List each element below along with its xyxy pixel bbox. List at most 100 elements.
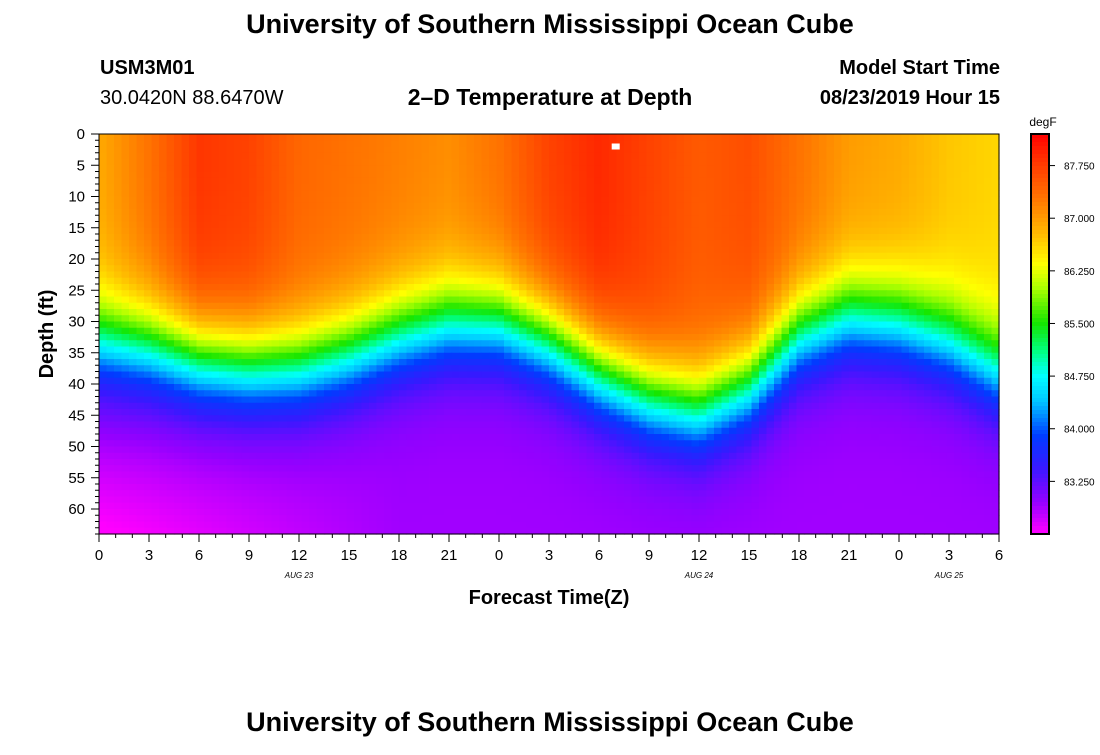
- heatmap-cell: [654, 359, 663, 366]
- heatmap-cell: [991, 252, 1000, 260]
- heatmap-cell: [444, 327, 453, 335]
- heatmap-cell: [541, 315, 550, 323]
- heatmap-cell: [316, 134, 325, 141]
- heatmap-cell: [909, 246, 918, 254]
- heatmap-cell: [166, 377, 175, 385]
- heatmap-cell: [451, 296, 460, 304]
- heatmap-cell: [406, 240, 415, 248]
- heatmap-cell: [444, 296, 453, 304]
- heatmap-cell: [706, 215, 715, 223]
- heatmap-cell: [211, 352, 220, 360]
- heatmap-cell: [841, 140, 850, 148]
- heatmap-cell: [699, 146, 708, 154]
- heatmap-cell: [819, 177, 828, 185]
- heatmap-cell: [511, 290, 520, 298]
- heatmap-cell: [174, 302, 183, 310]
- heatmap-cell: [594, 221, 603, 229]
- heatmap-cell: [391, 215, 400, 223]
- heatmap-cell: [676, 190, 685, 198]
- heatmap-cell: [729, 284, 738, 291]
- heatmap-cell: [819, 384, 828, 391]
- heatmap-cell: [534, 165, 543, 173]
- heatmap-cell: [879, 202, 888, 210]
- heatmap-cell: [556, 327, 565, 335]
- heatmap-cell: [136, 215, 145, 223]
- heatmap-cell: [946, 271, 955, 279]
- heatmap-cell: [729, 234, 738, 241]
- heatmap-cell: [691, 321, 700, 329]
- heatmap-cell: [159, 277, 168, 285]
- heatmap-cell: [909, 152, 918, 160]
- heatmap-cell: [534, 321, 543, 329]
- heatmap-cell: [526, 165, 535, 173]
- heatmap-cell: [684, 165, 693, 173]
- heatmap-cell: [226, 334, 235, 341]
- heatmap-cell: [759, 146, 768, 154]
- heatmap-cell: [819, 277, 828, 285]
- heatmap-cell: [294, 334, 303, 341]
- heatmap-cell: [519, 346, 528, 354]
- heatmap-cell: [271, 165, 280, 173]
- heatmap-cell: [151, 177, 160, 185]
- heatmap-cell: [864, 259, 873, 266]
- heatmap-cell: [684, 152, 693, 160]
- heatmap-cell: [166, 384, 175, 391]
- heatmap-cell: [286, 221, 295, 229]
- heatmap-cell: [751, 309, 760, 316]
- heatmap-cell: [331, 227, 340, 235]
- heatmap-cell: [976, 365, 985, 373]
- heatmap-cell: [819, 215, 828, 223]
- heatmap-cell: [391, 315, 400, 323]
- heatmap-cell: [444, 159, 453, 166]
- heatmap-cell: [669, 184, 678, 191]
- heatmap-cell: [159, 290, 168, 298]
- heatmap-cell: [151, 315, 160, 323]
- heatmap-cell: [369, 352, 378, 360]
- heatmap-cell: [826, 377, 835, 385]
- heatmap-cell: [864, 177, 873, 185]
- heatmap-cell: [384, 334, 393, 341]
- heatmap-cell: [961, 227, 970, 235]
- heatmap-cell: [196, 246, 205, 254]
- heatmap-cell: [766, 277, 775, 285]
- heatmap-cell: [219, 146, 228, 154]
- heatmap-cell: [886, 259, 895, 266]
- heatmap-cell: [886, 171, 895, 179]
- heatmap-cell: [826, 346, 835, 354]
- heatmap-cell: [376, 284, 385, 291]
- heatmap-cell: [421, 340, 430, 348]
- heatmap-cell: [166, 184, 175, 191]
- heatmap-cell: [954, 309, 963, 316]
- heatmap-cell: [594, 146, 603, 154]
- heatmap-cell: [924, 165, 933, 173]
- heatmap-cell: [969, 315, 978, 323]
- heatmap-cell: [616, 340, 625, 348]
- heatmap-cell: [234, 277, 243, 285]
- heatmap-cell: [391, 377, 400, 385]
- heatmap-cell: [579, 146, 588, 154]
- heatmap-cell: [361, 290, 370, 298]
- heatmap-cell: [361, 365, 370, 373]
- heatmap-cell: [196, 227, 205, 235]
- heatmap-cell: [136, 140, 145, 148]
- heatmap-cell: [511, 309, 520, 316]
- heatmap-cell: [976, 296, 985, 304]
- heatmap-cell: [654, 271, 663, 279]
- heatmap-cell: [196, 177, 205, 185]
- heatmap-cell: [391, 302, 400, 310]
- heatmap-cell: [451, 202, 460, 210]
- heatmap-cell: [961, 265, 970, 273]
- heatmap-cell: [751, 209, 760, 216]
- heatmap-cell: [369, 296, 378, 304]
- heatmap-cell: [886, 315, 895, 323]
- heatmap-cell: [324, 165, 333, 173]
- heatmap-cell: [879, 215, 888, 223]
- heatmap-cell: [901, 359, 910, 366]
- heatmap-cell: [924, 290, 933, 298]
- heatmap-cell: [639, 302, 648, 310]
- heatmap-cell: [331, 221, 340, 229]
- heatmap-cell: [114, 352, 123, 360]
- heatmap-cell: [901, 221, 910, 229]
- heatmap-cell: [451, 171, 460, 179]
- heatmap-cell: [399, 140, 408, 148]
